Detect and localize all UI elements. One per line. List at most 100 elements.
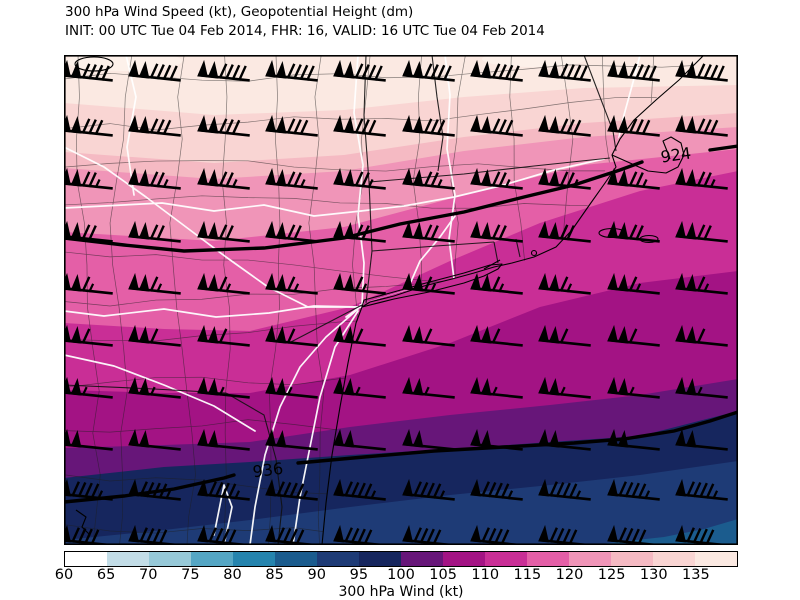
colorbar-tick-label: 70 <box>139 567 158 583</box>
wind-barb <box>538 478 591 501</box>
wind-barb <box>128 478 181 501</box>
colorbar-tick-label: 115 <box>513 567 542 583</box>
wind-barb <box>197 428 250 451</box>
wind-barb <box>333 324 386 347</box>
wind-barb <box>538 59 591 82</box>
wind-barb <box>470 220 523 243</box>
wind-barb <box>333 114 386 137</box>
wind-barb <box>607 167 660 190</box>
wind-barb <box>538 324 591 347</box>
wind-barb <box>265 478 318 501</box>
wind-barb <box>128 376 181 399</box>
wind-barb <box>197 220 250 243</box>
wind-barb <box>333 478 386 501</box>
colorbar-tick-label: 100 <box>387 567 415 583</box>
wind-barb <box>402 220 455 243</box>
wind-barb <box>64 167 113 190</box>
wind-barb <box>128 428 181 451</box>
wind-barb <box>265 59 318 82</box>
wind-barb <box>64 324 113 347</box>
wind-barb <box>128 324 181 347</box>
wind-barb <box>64 114 113 137</box>
wind-barb <box>538 272 591 295</box>
wind-barb <box>265 272 318 295</box>
wind-barb <box>607 272 660 295</box>
wind-barb <box>607 220 660 243</box>
wind-barb <box>197 59 250 82</box>
colorbar-segment <box>485 552 527 566</box>
wind-barb <box>675 272 728 295</box>
colorbar-ticks: 60 65 70 75 80 85 90 95 100 105 110 115 120 125 130 135 <box>55 567 738 585</box>
wind-barb <box>402 324 455 347</box>
wind-barb <box>265 220 318 243</box>
wind-barb <box>607 478 660 501</box>
wind-barb <box>675 167 728 190</box>
wind-barb <box>607 376 660 399</box>
wind-barb <box>470 478 523 501</box>
colorbar-segment <box>65 552 107 566</box>
colorbar-segment <box>191 552 233 566</box>
wind-barb <box>128 272 181 295</box>
wind-barb <box>607 114 660 137</box>
wind-barb <box>538 376 591 399</box>
wind-barb <box>538 167 591 190</box>
wind-barb <box>197 272 250 295</box>
wind-barb <box>402 114 455 137</box>
chart-title: 300 hPa Wind Speed (kt), Geopotential He… <box>65 4 414 20</box>
colorbar-tick-label: 125 <box>597 567 626 583</box>
wind-barb <box>128 114 181 137</box>
wind-barb <box>675 478 728 501</box>
colorbar-segment <box>569 552 611 566</box>
wind-barb <box>64 376 113 399</box>
wind-barb <box>675 376 728 399</box>
wind-barb <box>675 114 728 137</box>
wind-barb <box>607 324 660 347</box>
cape-cod-outline <box>611 136 685 174</box>
wind-barb <box>675 324 728 347</box>
plot-border <box>64 55 738 545</box>
wind-barb <box>197 167 250 190</box>
wind-barb <box>470 376 523 399</box>
wind-barb <box>197 324 250 347</box>
colorbar-segment <box>233 552 275 566</box>
colorbar-segment <box>653 552 695 566</box>
wind-barb <box>128 524 181 545</box>
wind-barb <box>470 59 523 82</box>
wind-barb <box>333 376 386 399</box>
wind-barb <box>402 272 455 295</box>
wind-barb <box>333 428 386 451</box>
wind-barb <box>333 220 386 243</box>
wind-barb <box>675 428 728 451</box>
contour-label-924: 924 <box>659 143 692 166</box>
colorbar-tick-label: 65 <box>96 567 116 583</box>
wind-barb <box>265 114 318 137</box>
wind-barb <box>333 167 386 190</box>
wind-barb <box>64 59 113 82</box>
wind-barb <box>64 220 113 243</box>
wind-barb <box>538 114 591 137</box>
colorbar-segment <box>695 552 737 566</box>
wind-barb <box>64 272 113 295</box>
wind-barbs <box>64 59 728 545</box>
wind-barb <box>128 167 181 190</box>
colorbar-tick-label: 95 <box>349 567 369 583</box>
colorbar-tick-label: 135 <box>682 567 710 583</box>
chart-header: 300 hPa Wind Speed (kt), Geopotential He… <box>65 3 545 41</box>
wind-barb <box>265 524 318 545</box>
colorbar-segment <box>527 552 569 566</box>
height-contour-labels: 924 936 <box>252 143 693 481</box>
wind-barb <box>675 220 728 243</box>
wind-barb <box>333 272 386 295</box>
map-plot: 924 936 <box>64 55 738 545</box>
wind-barb <box>197 376 250 399</box>
wind-barb <box>538 524 591 545</box>
colorbar-tick-label: 105 <box>429 567 457 583</box>
wind-barb <box>402 59 455 82</box>
colorbar-segment <box>443 552 485 566</box>
wind-barb <box>197 114 250 137</box>
wind-barb <box>538 220 591 243</box>
colorbar-label: 300 hPa Wind (kt) <box>338 584 464 600</box>
wind-barb <box>265 376 318 399</box>
wind-barb <box>265 167 318 190</box>
